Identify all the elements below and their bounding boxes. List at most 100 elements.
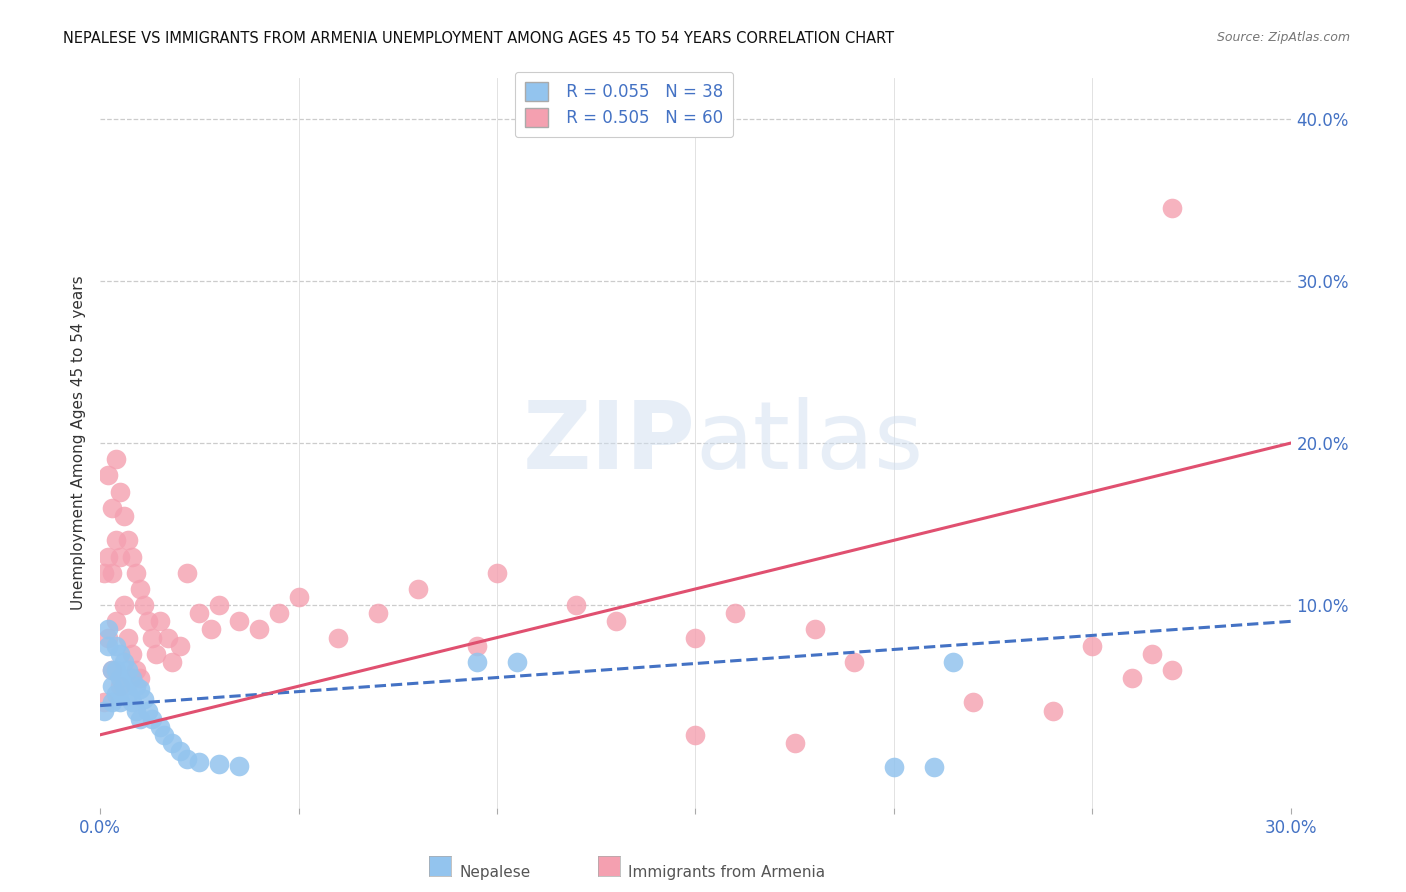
Point [97,468,120,483]
Point [112,598,135,612]
Point [121,549,143,564]
Point [267,607,290,621]
Point [406,582,429,596]
Point [136,615,159,629]
Point [117,687,139,701]
Point [108,695,131,709]
Point [149,615,172,629]
Point [108,679,131,693]
Point [247,623,270,637]
Point [108,484,131,499]
Point [108,647,131,661]
Point [208,598,231,612]
Point [97,549,120,564]
Point [117,533,139,548]
Point [97,631,120,645]
Text: Nepalese: Nepalese [460,865,531,880]
Point [105,615,128,629]
Point [208,756,231,771]
Point [121,695,143,709]
Point [108,549,131,564]
Point [93,695,115,709]
Point [93,704,115,718]
Point [188,607,211,621]
Point [105,687,128,701]
Point [287,590,309,604]
Point [565,598,588,612]
Point [128,682,150,697]
Point [121,671,143,685]
Point [922,760,945,774]
Point [605,615,627,629]
Point [152,728,174,742]
Point [200,623,222,637]
Text: atlas: atlas [696,397,924,489]
Point [169,744,191,758]
Point [112,508,135,523]
Point [176,566,198,580]
Point [1081,639,1104,653]
Point [1042,704,1064,718]
Legend:  R = 0.055   N = 38,  R = 0.505   N = 60: R = 0.055 N = 38, R = 0.505 N = 60 [515,72,734,137]
Point [783,736,806,750]
Point [1140,647,1163,661]
Point [101,679,124,693]
Point [883,760,905,774]
Point [685,728,707,742]
Point [97,639,120,653]
Point [105,663,128,677]
Point [101,695,124,709]
Point [141,712,163,726]
Point [485,566,508,580]
Text: NEPALESE VS IMMIGRANTS FROM ARMENIA UNEMPLOYMENT AMONG AGES 45 TO 54 YEARS CORRE: NEPALESE VS IMMIGRANTS FROM ARMENIA UNEM… [63,31,894,46]
Point [176,752,198,766]
Point [125,566,148,580]
Point [506,655,529,669]
Point [128,712,150,726]
Point [169,639,191,653]
Point [132,598,155,612]
Text: ZIP: ZIP [523,397,696,489]
Point [1160,201,1182,215]
Point [367,607,389,621]
Point [101,663,124,677]
Point [942,655,965,669]
Point [160,736,183,750]
Point [465,655,488,669]
Point [160,655,183,669]
Point [128,582,150,596]
Point [149,720,172,734]
Point [97,623,120,637]
Point [136,704,159,718]
Point [844,655,866,669]
Point [101,500,124,515]
Point [228,615,250,629]
Point [121,647,143,661]
Point [141,631,163,645]
Point [685,631,707,645]
Point [465,639,488,653]
Point [112,655,135,669]
Text: Immigrants from Armenia: Immigrants from Armenia [628,865,825,880]
Y-axis label: Unemployment Among Ages 45 to 54 years: Unemployment Among Ages 45 to 54 years [72,276,86,610]
Point [125,663,148,677]
Point [724,607,747,621]
Point [125,679,148,693]
Point [132,692,155,706]
Point [105,533,128,548]
Point [228,758,250,772]
Text: Source: ZipAtlas.com: Source: ZipAtlas.com [1216,31,1350,45]
Point [105,452,128,467]
Point [117,663,139,677]
Point [156,631,179,645]
Point [101,663,124,677]
Point [1160,663,1182,677]
Point [112,679,135,693]
Point [145,647,167,661]
Point [128,671,150,685]
Point [328,631,350,645]
Point [962,695,984,709]
Point [93,566,115,580]
Point [105,639,128,653]
Point [125,704,148,718]
